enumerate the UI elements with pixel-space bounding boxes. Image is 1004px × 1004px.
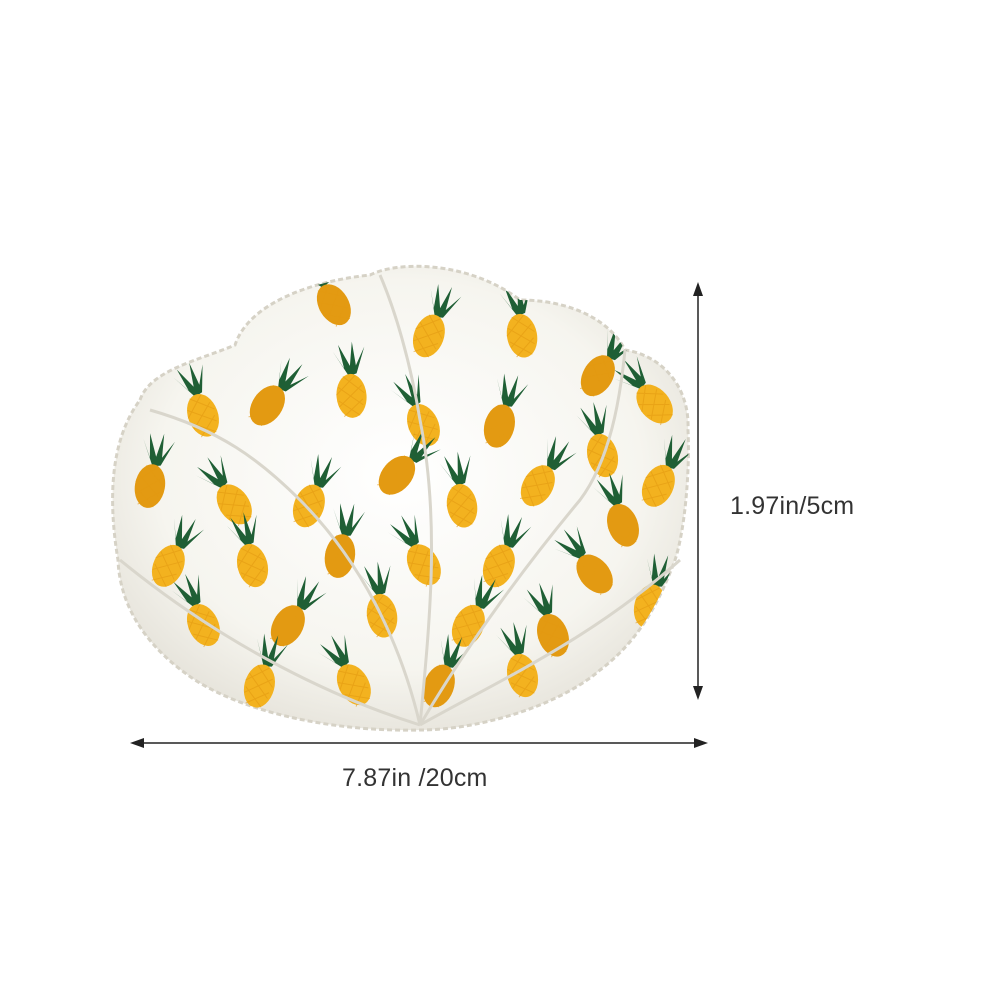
pineapple-motif [412, 284, 462, 358]
pineapple-motif [553, 526, 613, 596]
pineapple-motif [482, 514, 532, 588]
pineapple-motif [134, 433, 176, 508]
width-label: 7.87in /20cm [342, 764, 488, 792]
width-dimension-arrow [130, 738, 708, 748]
height-label: 1.97in/5cm [730, 492, 855, 520]
bowl-cozy [111, 264, 690, 732]
pineapple-motif [151, 514, 205, 588]
pineapple-motif [226, 512, 269, 588]
pineapple-motif [324, 503, 366, 578]
pineapple-motif [195, 455, 252, 527]
pineapple-motif [269, 576, 327, 647]
pineapple-motif [248, 357, 309, 427]
pineapple-motif [641, 434, 689, 508]
pineapple-motif [613, 356, 673, 426]
pineapple-motif [422, 634, 472, 708]
pineapple-motif [439, 451, 478, 528]
pineapple-motif [317, 634, 371, 707]
pineapple-motif [593, 472, 639, 548]
pineapple-motif [499, 281, 538, 358]
bowl-seams [119, 274, 681, 727]
pineapple-motif [519, 436, 577, 507]
height-dimension-arrow [693, 282, 703, 700]
pineapple-pattern [134, 266, 689, 708]
pineapple-motif [483, 373, 529, 448]
pineapple-motif [332, 341, 367, 418]
